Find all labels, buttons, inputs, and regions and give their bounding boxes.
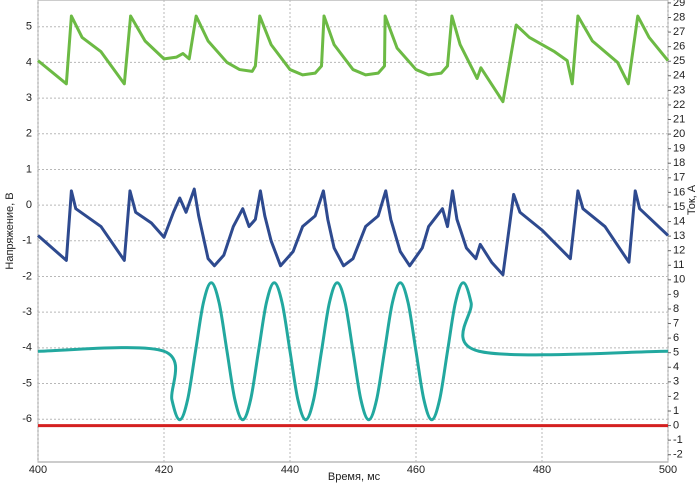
y-axis-label: Напряжение, В <box>4 192 16 269</box>
y2-tick-label: 27 <box>673 26 685 38</box>
y2-tick-label: 24 <box>673 70 685 82</box>
y2-tick-label: 26 <box>673 41 685 53</box>
y2-tick-label: 7 <box>673 317 679 329</box>
y-tick-label: -2 <box>22 270 32 282</box>
y-tick-label: 0 <box>26 199 32 211</box>
y2-axis-label: Ток, А <box>686 184 698 215</box>
series-line <box>37 187 670 277</box>
y2-tick-label: 19 <box>673 143 685 155</box>
y2-tick-label: 6 <box>673 332 679 344</box>
y2-tick-label: 3 <box>673 376 679 388</box>
y-tick-label: -5 <box>22 377 32 389</box>
y2-tick-label: 4 <box>673 361 679 373</box>
y-tick-label: 3 <box>26 92 32 104</box>
y2-tick-label: 15 <box>673 201 685 213</box>
y2-tick-label: 2 <box>673 390 679 402</box>
y2-tick-label: 12 <box>673 245 685 257</box>
series-line <box>37 14 670 104</box>
x-tick-label: 420 <box>155 464 173 476</box>
x-tick-label: 400 <box>29 464 47 476</box>
y2-tick-label: 23 <box>673 84 685 96</box>
y2-tick-label: 14 <box>673 215 685 227</box>
y-tick-label: -3 <box>22 306 32 318</box>
x-tick-label: 460 <box>407 464 425 476</box>
y-tick-label: 1 <box>26 163 32 175</box>
y2-tick-label: 21 <box>673 113 685 125</box>
y2-tick-label: 13 <box>673 230 685 242</box>
y2-tick-label: 11 <box>673 259 684 271</box>
y2-tick-label: -1 <box>673 434 683 446</box>
x-tick-label: 440 <box>281 464 299 476</box>
y2-tick-label: 5 <box>673 347 679 359</box>
y2-tick-label: 10 <box>673 274 685 286</box>
y2-tick-label: 16 <box>673 186 685 198</box>
y-tick-label: -1 <box>22 235 32 247</box>
y2-tick-label: 0 <box>673 419 679 431</box>
x-tick-label: 500 <box>659 464 677 476</box>
y2-tick-label: 25 <box>673 55 685 67</box>
y-tick-label: -4 <box>22 342 32 354</box>
y2-tick-label: 18 <box>673 157 685 169</box>
y-tick-label: 2 <box>26 128 32 140</box>
y2-tick-label: 22 <box>673 99 685 111</box>
y2-tick-label: 9 <box>673 288 679 300</box>
plot-area <box>37 0 669 463</box>
y-tick-label: 5 <box>26 21 32 33</box>
y2-tick-label: 20 <box>673 128 685 140</box>
y2-tick-label: 29 <box>673 0 685 9</box>
y2-tick-label: 1 <box>673 405 679 417</box>
y-tick-label: 4 <box>26 56 32 68</box>
y2-tick-label: 17 <box>673 172 685 184</box>
y2-tick-label: 8 <box>673 303 679 315</box>
series-line <box>37 281 669 422</box>
y2-tick-label: -2 <box>673 449 683 461</box>
x-axis-label: Время, мс <box>328 471 381 483</box>
y2-tick-label: 28 <box>673 11 685 23</box>
y-tick-label: -6 <box>22 413 32 425</box>
x-tick-label: 480 <box>533 464 551 476</box>
